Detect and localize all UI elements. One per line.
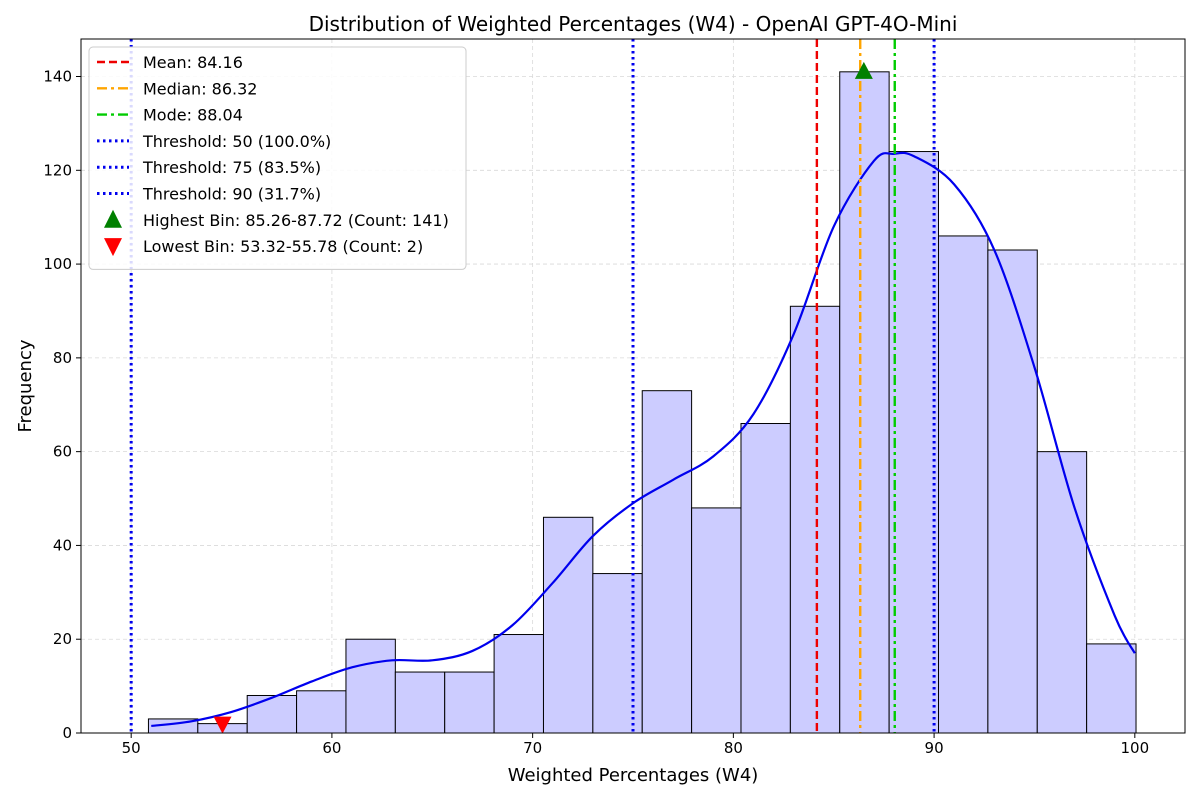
histogram-bar <box>592 573 643 734</box>
x-tick-label: 70 <box>523 739 542 757</box>
legend-label: Highest Bin: 85.26-87.72 (Count: 141) <box>143 211 449 230</box>
legend-label: Mean: 84.16 <box>143 53 243 72</box>
x-tick-label: 80 <box>724 739 743 757</box>
x-axis-ticks: 50 60 70 80 90 100 <box>122 733 1149 757</box>
legend-label: Lowest Bin: 53.32-55.78 (Count: 2) <box>143 237 423 256</box>
highest-bin-marker <box>854 61 873 79</box>
histogram-bar <box>444 671 495 734</box>
y-tick-label: 80 <box>53 349 72 367</box>
y-tick-label: 60 <box>53 443 72 461</box>
legend-label: Median: 86.32 <box>143 79 257 98</box>
legend-triangle-down-icon <box>104 238 122 257</box>
y-tick-label: 20 <box>53 630 72 648</box>
histogram-bar <box>789 305 841 734</box>
histogram-bar <box>839 71 890 734</box>
y-axis-label: Frequency <box>15 339 36 432</box>
kde-curve <box>151 151 1136 728</box>
y-tick-label: 140 <box>43 68 72 86</box>
x-axis-label: Weighted Percentages (W4) <box>508 765 759 786</box>
y-axis-ticks: 0 20 40 60 80 100 120 140 <box>43 68 81 742</box>
legend-triangle-up-icon <box>104 209 122 228</box>
histogram-bar <box>641 390 693 734</box>
x-tick-label: 90 <box>925 739 944 757</box>
legend-label: Threshold: 90 (31.7%) <box>142 185 321 204</box>
histogram-bar <box>345 638 396 734</box>
histogram-bar <box>740 423 791 734</box>
x-tick-label: 50 <box>122 739 141 757</box>
chart-title: Distribution of Weighted Percentages (W4… <box>309 12 958 36</box>
bin-markers <box>213 61 873 734</box>
legend: Mean: 84.16 Median: 86.32 Mode: 88.04 Thres… <box>88 46 467 270</box>
histogram-bar <box>938 235 989 734</box>
histogram-bar <box>1086 643 1137 734</box>
y-tick-label: 0 <box>62 724 72 742</box>
histogram-bar <box>888 151 940 734</box>
lowest-bin-marker <box>213 716 232 734</box>
kde-curve-group <box>151 151 1136 728</box>
legend-label: Threshold: 75 (83.5%) <box>142 158 321 177</box>
x-tick-label: 60 <box>322 739 341 757</box>
x-tick-label: 100 <box>1120 739 1149 757</box>
legend-label: Mode: 88.04 <box>143 106 243 125</box>
histogram-bar <box>1036 451 1088 734</box>
y-tick-label: 40 <box>53 536 72 554</box>
histogram-bar <box>394 671 446 734</box>
histogram-bar <box>542 516 594 734</box>
histogram-bar <box>493 634 544 734</box>
y-tick-label: 100 <box>43 255 72 273</box>
histogram-bar <box>296 690 347 734</box>
y-tick-label: 120 <box>43 161 72 179</box>
histogram-bar <box>246 694 298 734</box>
histogram-bar <box>691 507 742 734</box>
legend-box <box>88 46 467 270</box>
legend-label: Threshold: 50 (100.0%) <box>142 132 331 151</box>
histogram-bar <box>987 249 1038 734</box>
plot-frame <box>80 38 1186 734</box>
